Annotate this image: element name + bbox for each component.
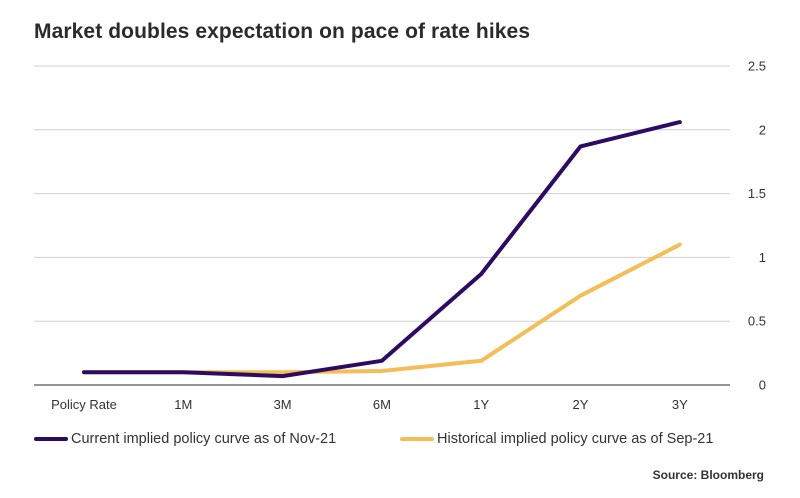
x-tick-label: Policy Rate [51,397,117,412]
y-tick-label: 2.5 [748,59,766,74]
x-axis-ticks: Policy Rate 1M 3M 6M 1Y 2Y 3Y [51,397,688,412]
legend-swatch-current [34,437,68,441]
x-tick-label: 3Y [672,397,688,412]
series-line-historical [82,242,682,375]
legend-item-current: Current implied policy curve as of Nov-2… [34,431,336,447]
y-tick-label: 1 [759,250,766,265]
x-tick-label: 6M [373,397,391,412]
x-tick-label: 1M [174,397,192,412]
x-tick-label: 2Y [573,397,589,412]
chart-title: Market doubles expectation on pace of ra… [34,20,531,43]
y-tick-label: 1.5 [748,186,766,201]
legend: Current implied policy curve as of Nov-2… [34,431,774,451]
gridlines [34,65,730,386]
source-note: Source: Bloomberg [652,468,764,482]
legend-swatch-historical [400,437,434,441]
legend-item-historical: Historical implied policy curve as of Se… [400,431,713,447]
series-line-current [82,120,682,379]
legend-label-historical: Historical implied policy curve as of Se… [437,431,714,447]
y-tick-label: 0 [759,378,766,393]
y-axis-ticks: 2.5 2 1.5 1 0.5 0 [748,59,766,393]
x-tick-label: 3M [274,397,292,412]
y-tick-label: 2 [759,122,766,137]
x-tick-label: 1Y [473,397,489,412]
y-tick-label: 0.5 [748,314,766,329]
series-lines [82,120,682,379]
legend-label-current: Current implied policy curve as of Nov-2… [71,431,337,447]
